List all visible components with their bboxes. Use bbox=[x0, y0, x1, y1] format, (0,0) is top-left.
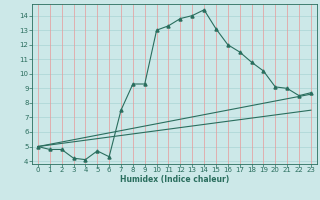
X-axis label: Humidex (Indice chaleur): Humidex (Indice chaleur) bbox=[120, 175, 229, 184]
